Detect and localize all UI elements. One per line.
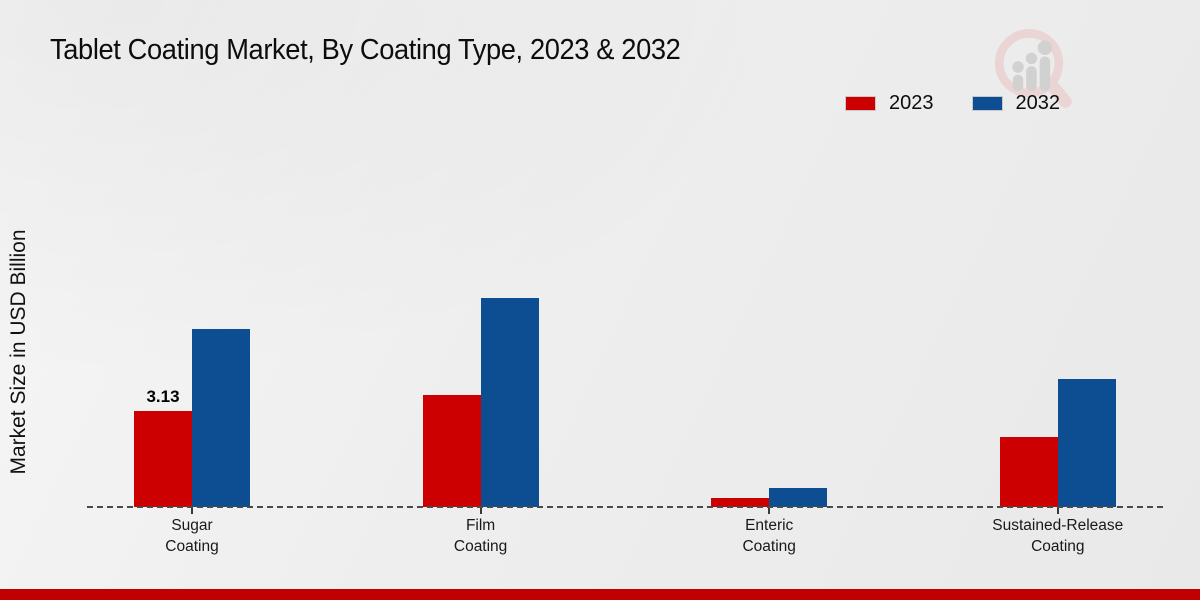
category-label-line: Coating xyxy=(453,538,508,555)
category-label-line: Enteric xyxy=(745,517,794,534)
category-label-enteric-coating: Enteric Coating xyxy=(659,515,879,557)
footer-band xyxy=(0,589,1200,600)
category-label-line: Coating xyxy=(1031,538,1085,555)
category-label-sustained-release-coating: Sustained-Release Coating xyxy=(948,515,1168,557)
bar-value-label: 3.13 xyxy=(146,387,180,406)
category-label-film-coating: Film Coating xyxy=(371,515,591,557)
category-label-line: Sustained-Release xyxy=(992,517,1124,534)
category-label-line: Coating xyxy=(165,538,219,555)
legend: 2023 2032 xyxy=(845,92,1060,115)
category-label-line: Coating xyxy=(742,538,796,555)
zero-baseline xyxy=(87,506,1163,508)
category-label-line: Film xyxy=(465,517,496,534)
axis-tick-sustained-release-coating xyxy=(1056,507,1059,514)
chart-title: Tablet Coating Market, By Coating Type, … xyxy=(50,34,681,66)
watermark-logo xyxy=(994,29,1072,108)
legend-label-2023: 2023 xyxy=(889,92,934,114)
legend-label-2032: 2032 xyxy=(1015,92,1061,114)
category-label-line: Sugar xyxy=(171,517,213,534)
legend-item-2023: 2023 xyxy=(845,92,934,115)
bar-2032-film-coating xyxy=(480,298,539,507)
bar-2032-sugar-coating xyxy=(192,329,250,507)
legend-item-2032: 2032 xyxy=(971,92,1061,115)
bar-2023-sugar-coating xyxy=(134,411,192,507)
bar-2032-enteric-coating xyxy=(769,488,828,507)
axis-tick-film-coating xyxy=(479,507,482,514)
bar-2023-film-coating xyxy=(422,395,481,507)
axis-tick-enteric-coating xyxy=(768,507,771,514)
bar-2032-sustained-release-coating xyxy=(1057,379,1116,507)
bar-2023-sustained-release-coating xyxy=(999,437,1058,507)
legend-swatch-2032 xyxy=(971,96,1003,111)
category-label-sugar-coating: Sugar Coating xyxy=(82,515,302,557)
bar-2023-enteric-coating xyxy=(711,498,770,507)
legend-swatch-2023 xyxy=(845,96,876,111)
axis-tick-sugar-coating xyxy=(191,507,193,514)
